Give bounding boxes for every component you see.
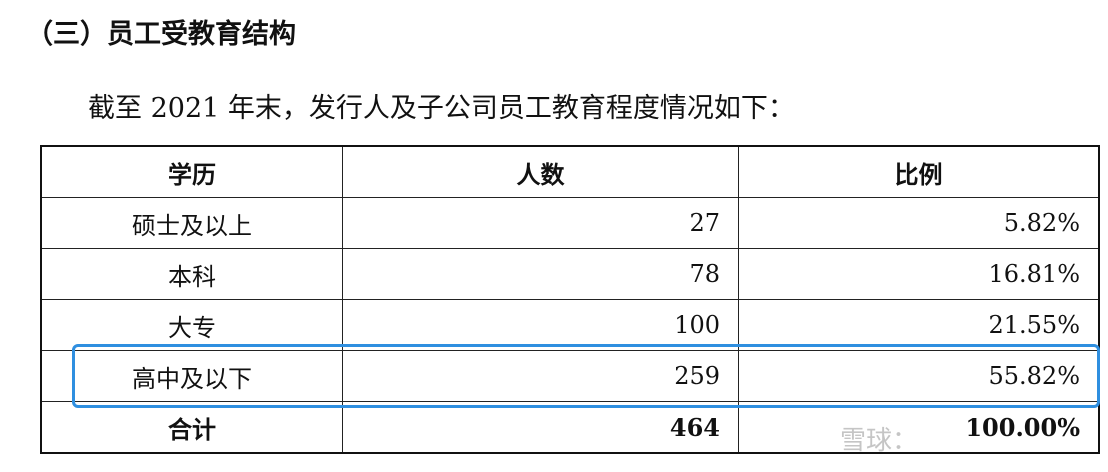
total-count: 464 bbox=[342, 401, 739, 454]
cell-ratio: 55.82% bbox=[738, 350, 1100, 402]
cell-count: 100 bbox=[342, 299, 739, 351]
cell-count: 78 bbox=[342, 248, 739, 300]
cell-ratio: 16.81% bbox=[738, 248, 1100, 300]
table-row: 本科 78 16.81% bbox=[40, 248, 1100, 300]
total-row: 合计 464 100.00% bbox=[40, 401, 1100, 454]
table-row: 大专 100 21.55% bbox=[40, 299, 1100, 351]
cell-education: 高中及以下 bbox=[40, 350, 343, 402]
cell-education: 硕士及以上 bbox=[40, 197, 343, 249]
header-count: 人数 bbox=[342, 145, 739, 198]
section-heading: （三）员工受教育结构 bbox=[26, 19, 296, 50]
highlight-box bbox=[72, 344, 1100, 408]
education-table: 学历 人数 比例 硕士及以上 27 5.82% 本科 78 16.81% 大专 100 21… bbox=[40, 145, 1100, 454]
table-row: 硕士及以上 27 5.82% bbox=[40, 197, 1100, 249]
intro-text: 截至 2021 年末，发行人及子公司员工教育程度情况如下： bbox=[88, 93, 795, 124]
table-header: 学历 人数 比例 bbox=[40, 145, 1100, 198]
header-education: 学历 bbox=[40, 145, 343, 198]
cell-education: 本科 bbox=[40, 248, 343, 300]
cell-education: 大专 bbox=[40, 299, 343, 351]
total-label: 合计 bbox=[40, 401, 343, 454]
table-row: 高中及以下 259 55.82% bbox=[40, 350, 1100, 402]
header-ratio: 比例 bbox=[738, 145, 1100, 198]
cell-ratio: 21.55% bbox=[738, 299, 1100, 351]
total-ratio: 100.00% bbox=[738, 401, 1100, 454]
cell-ratio: 5.82% bbox=[738, 197, 1100, 249]
cell-count: 27 bbox=[342, 197, 739, 249]
watermark: 雪球： bbox=[840, 426, 919, 456]
cell-count: 259 bbox=[342, 350, 739, 402]
